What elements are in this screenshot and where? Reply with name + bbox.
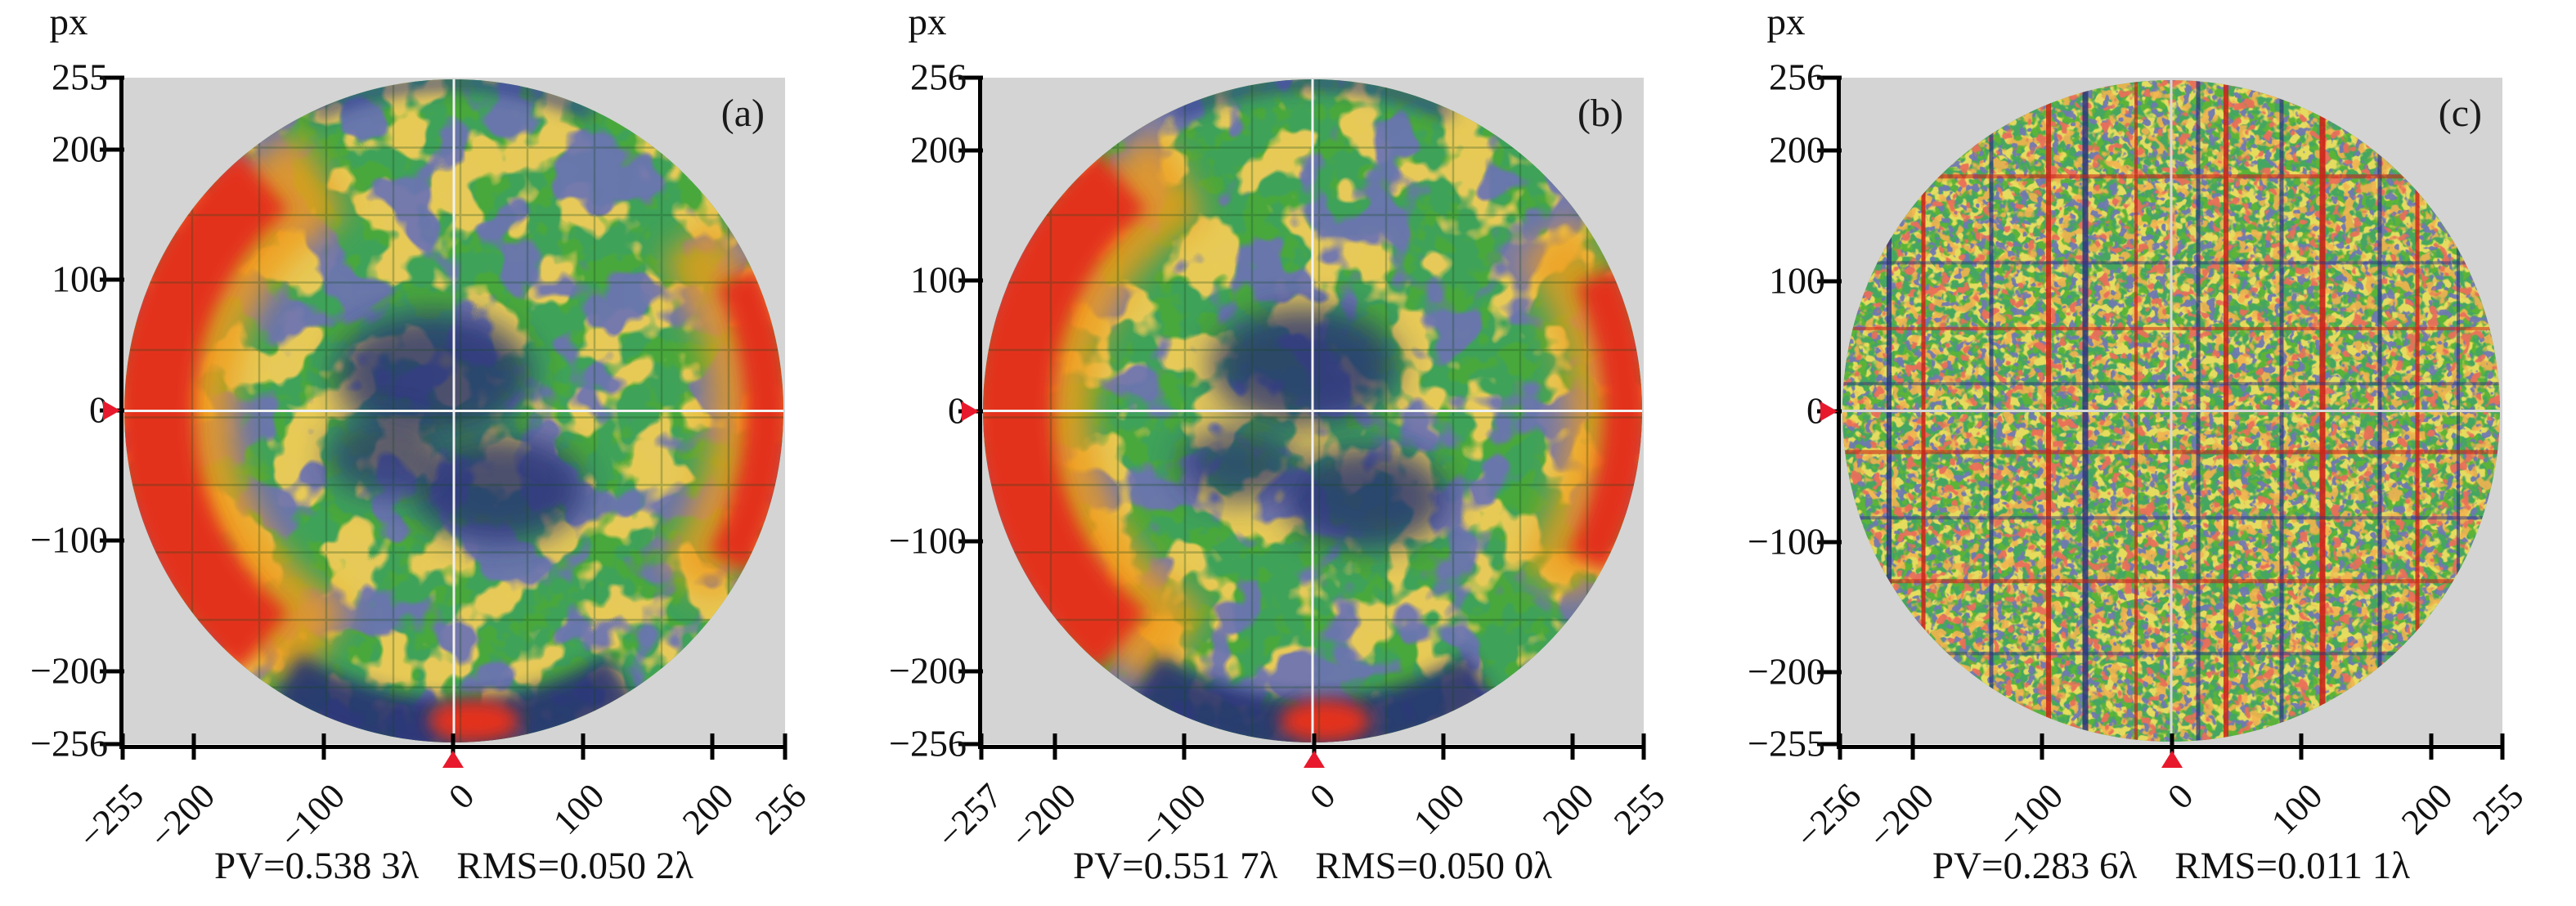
x-tick-marks (120, 733, 788, 760)
caption: PV=0.538 3λ RMS=0.050 2λ (123, 844, 785, 888)
wavefront-map-c (1842, 80, 2500, 742)
y-axis-unit: px (49, 1, 88, 43)
rms-value: RMS=0.050 0λ (1315, 845, 1552, 887)
plot-area: (b) (981, 78, 1644, 744)
caption: PV=0.551 7λ RMS=0.050 0λ (981, 844, 1644, 888)
panel-letter: (c) (2438, 92, 2482, 135)
plot-area: (c) (1840, 78, 2502, 744)
x-axis (1837, 745, 2502, 749)
x-zero-marker-icon (2161, 751, 2183, 768)
panel-letter: (a) (720, 92, 765, 135)
aperture-map (983, 79, 1642, 742)
y-tick-labels: 255 200 100 0 −100 −200 −256 (30, 56, 108, 765)
y-axis (119, 78, 123, 749)
aperture-map (1842, 80, 2500, 742)
y-zero-marker-icon (962, 401, 979, 421)
y-zero-marker-icon (1820, 401, 1838, 422)
rms-value: RMS=0.011 1λ (2174, 845, 2411, 887)
pv-value: PV=0.538 3λ (214, 845, 420, 887)
pv-value: PV=0.283 6λ (1932, 845, 2138, 887)
rms-value: RMS=0.050 2λ (456, 845, 693, 887)
caption: PV=0.283 6λ RMS=0.011 1λ (1840, 844, 2502, 888)
panel-a: px (0, 0, 859, 906)
y-tick-labels: 256 200 100 0 −100 −200 −255 (1748, 56, 1825, 765)
y-zero-marker-icon (103, 400, 120, 420)
x-tick-marks (1838, 733, 2505, 760)
x-zero-marker-icon (1303, 751, 1325, 768)
panel-letter: (b) (1577, 92, 1623, 135)
pv-value: PV=0.551 7λ (1073, 845, 1278, 887)
aperture-map (124, 79, 783, 742)
plot-area: (a) (123, 78, 785, 744)
wavefront-map-a (124, 79, 783, 742)
x-axis (978, 745, 1644, 749)
y-axis-unit: px (908, 1, 947, 43)
wavefront-map-b (983, 79, 1642, 742)
x-zero-marker-icon (442, 751, 464, 768)
x-tick-marks (979, 733, 1646, 760)
y-tick-labels: 256 200 100 0 −100 −200 −256 (889, 56, 967, 765)
y-axis-unit: px (1766, 1, 1806, 43)
panel-b: px (859, 0, 1717, 906)
panel-c: px (1717, 0, 2576, 906)
y-axis (978, 78, 982, 749)
